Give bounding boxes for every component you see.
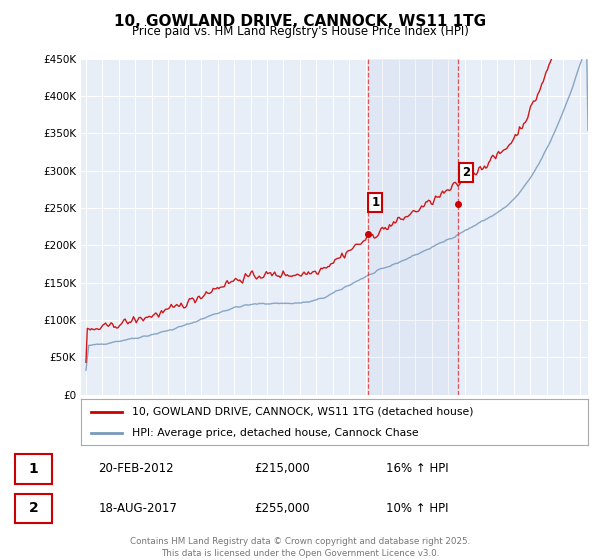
Text: 16% ↑ HPI: 16% ↑ HPI [386,463,449,475]
FancyBboxPatch shape [15,454,52,484]
Text: 2: 2 [462,166,470,179]
Text: 10, GOWLAND DRIVE, CANNOCK, WS11 1TG (detached house): 10, GOWLAND DRIVE, CANNOCK, WS11 1TG (de… [132,407,473,417]
Text: Contains HM Land Registry data © Crown copyright and database right 2025.
This d: Contains HM Land Registry data © Crown c… [130,537,470,558]
Text: £255,000: £255,000 [254,502,310,515]
Text: 10, GOWLAND DRIVE, CANNOCK, WS11 1TG: 10, GOWLAND DRIVE, CANNOCK, WS11 1TG [114,14,486,29]
Text: 1: 1 [28,462,38,476]
Text: HPI: Average price, detached house, Cannock Chase: HPI: Average price, detached house, Cann… [132,428,418,438]
Text: 1: 1 [371,196,379,209]
Text: Price paid vs. HM Land Registry's House Price Index (HPI): Price paid vs. HM Land Registry's House … [131,25,469,38]
Text: £215,000: £215,000 [254,463,310,475]
FancyBboxPatch shape [15,493,52,523]
Bar [368,59,458,395]
Text: 10% ↑ HPI: 10% ↑ HPI [386,502,449,515]
Text: 2: 2 [28,501,38,515]
Text: 20-FEB-2012: 20-FEB-2012 [98,463,174,475]
Text: 18-AUG-2017: 18-AUG-2017 [98,502,177,515]
